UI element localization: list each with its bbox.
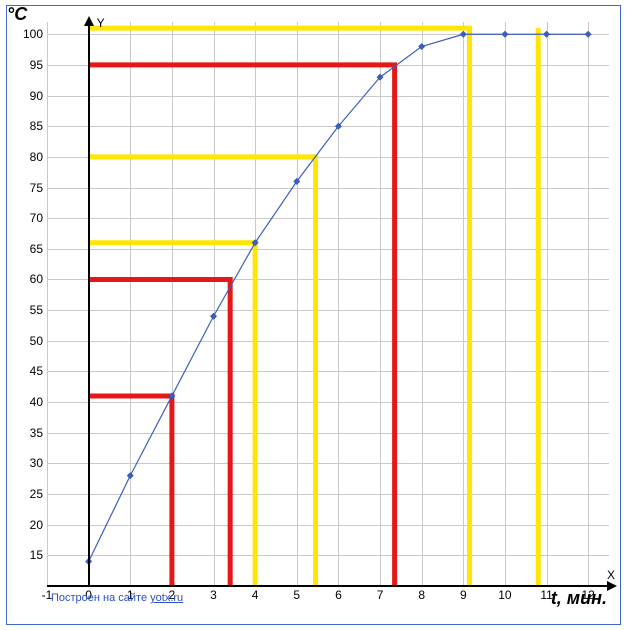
plot-area: 1520253035404550556065707580859095100 -1… xyxy=(47,22,609,586)
y-axis xyxy=(88,22,90,586)
x-tick-label: 10 xyxy=(498,588,511,602)
y-tick-label: 50 xyxy=(30,334,43,348)
x-tick-label: 8 xyxy=(418,588,425,602)
guide-line xyxy=(89,28,470,586)
series-marker xyxy=(210,313,216,319)
y-tick-label: 25 xyxy=(30,487,43,501)
y-tick-label: 60 xyxy=(30,272,43,286)
chart-svg xyxy=(47,22,609,586)
x-axis-arrow-icon xyxy=(607,581,617,591)
x-tick-label: 4 xyxy=(252,588,259,602)
series-marker xyxy=(127,472,133,478)
series-marker xyxy=(543,31,549,37)
y-tick-label: 55 xyxy=(30,303,43,317)
y-tick-label: 45 xyxy=(30,364,43,378)
y-axis-letter: Y xyxy=(97,16,105,30)
series-marker xyxy=(585,31,591,37)
guide-line xyxy=(89,157,316,586)
y-axis-title: °C xyxy=(7,4,27,25)
guide-line xyxy=(89,396,172,586)
y-tick-label: 95 xyxy=(30,58,43,72)
x-tick-label: 9 xyxy=(460,588,467,602)
y-tick-label: 15 xyxy=(30,548,43,562)
y-tick-label: 65 xyxy=(30,242,43,256)
series-line xyxy=(89,34,589,561)
y-tick-label: 40 xyxy=(30,395,43,409)
y-tick-label: 85 xyxy=(30,119,43,133)
guide-line xyxy=(89,65,395,586)
x-tick-label: 5 xyxy=(293,588,300,602)
credit-text: Построен на сайте yotx.ru xyxy=(51,592,183,604)
y-tick-label: 100 xyxy=(23,27,43,41)
y-tick-label: 35 xyxy=(30,426,43,440)
series-marker xyxy=(502,31,508,37)
x-axis-title: t, мин. xyxy=(551,588,607,609)
y-tick-label: 90 xyxy=(30,89,43,103)
series-marker xyxy=(460,31,466,37)
y-tick-label: 30 xyxy=(30,456,43,470)
x-tick-label: 7 xyxy=(377,588,384,602)
x-axis xyxy=(47,585,609,587)
credit-prefix: Построен на сайте xyxy=(51,592,150,604)
y-tick-label: 75 xyxy=(30,181,43,195)
y-tick-label: 70 xyxy=(30,211,43,225)
credit-link[interactable]: yotx.ru xyxy=(150,592,183,604)
y-tick-label: 20 xyxy=(30,518,43,532)
y-axis-arrow-icon xyxy=(84,16,94,26)
x-tick-label: 3 xyxy=(210,588,217,602)
y-tick-label: 80 xyxy=(30,150,43,164)
x-tick-label: 6 xyxy=(335,588,342,602)
x-axis-letter: X xyxy=(607,568,615,582)
